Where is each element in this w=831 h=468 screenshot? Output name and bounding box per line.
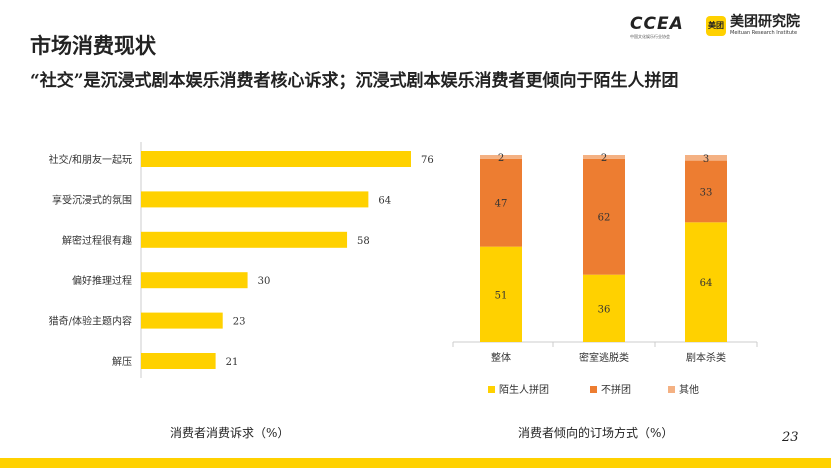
stack-2-1 — [685, 160, 727, 223]
meituan-logo: 美团 美团研究院 Meituan Research Institute — [706, 15, 800, 36]
data-label: 76 — [421, 155, 434, 166]
legend-label: 陌生人拼团 — [499, 383, 549, 396]
category-label: 享受沉浸式的氛围 — [52, 193, 132, 206]
page-number: 23 — [782, 430, 799, 445]
legend-swatch-1 — [590, 386, 597, 393]
footer-strip — [0, 458, 831, 468]
data-label: 2 — [601, 153, 607, 164]
bar-3 — [141, 272, 248, 289]
ccea-logo-sub: 中国文化娱乐行业协会 — [630, 34, 670, 39]
category-label: 猎奇/体验主题内容 — [49, 315, 132, 328]
stack-0-0 — [480, 246, 522, 342]
data-label: 33 — [700, 187, 713, 198]
meituan-name: 美团研究院 — [730, 14, 800, 30]
category-label: 整体 — [491, 351, 511, 364]
bar-2 — [141, 231, 348, 248]
data-label: 62 — [598, 213, 611, 224]
stack-2-0 — [685, 222, 727, 342]
category-label: 偏好推理过程 — [72, 274, 132, 287]
left-chart-title: 消费者消费诉求（%） — [170, 426, 290, 440]
stack-1-0 — [583, 274, 625, 342]
data-label: 64 — [700, 278, 713, 289]
stack-0-2 — [480, 155, 522, 159]
data-label: 23 — [233, 317, 246, 328]
bar-5 — [141, 353, 216, 369]
category-label: 解压 — [112, 355, 132, 368]
data-label: 30 — [258, 276, 271, 287]
category-label: 解密过程很有趣 — [62, 234, 132, 247]
data-label: 3 — [703, 154, 709, 165]
category-label: 社交/和朋友一起玩 — [49, 153, 132, 166]
category-label: 密室逃脱类 — [579, 351, 629, 364]
data-label: 58 — [357, 236, 370, 247]
bar-0 — [141, 151, 411, 167]
stack-1-2 — [583, 155, 625, 159]
stack-0-1 — [480, 158, 522, 247]
legend-swatch-2 — [668, 386, 675, 393]
meituan-mark: 美团 — [706, 15, 726, 36]
page-title: 市场消费现状 — [30, 34, 156, 58]
data-label: 36 — [598, 304, 611, 315]
legend-swatch-0 — [488, 386, 495, 393]
page-subtitle: “社交”是沉浸式剧本娱乐消费者核心诉求；沉浸式剧本娱乐消费者更倾向于陌生人拼团 — [30, 71, 679, 91]
bar-4 — [141, 312, 223, 329]
ccea-logo-text: CCEA — [630, 14, 684, 34]
stack-1-1 — [583, 158, 625, 275]
legend-label: 其他 — [679, 383, 699, 396]
ccea-logo: CCEA 中国文化娱乐行业协会 — [630, 14, 690, 44]
data-label: 51 — [495, 290, 508, 301]
data-label: 64 — [378, 195, 391, 206]
bar-1 — [141, 191, 369, 208]
meituan-en: Meituan Research Institute — [730, 30, 798, 36]
category-label: 剧本杀类 — [686, 351, 726, 364]
data-label: 2 — [498, 153, 504, 164]
legend-label: 不拼团 — [601, 383, 631, 396]
data-label: 21 — [226, 357, 239, 368]
right-chart-title: 消费者倾向的订场方式（%） — [518, 426, 674, 440]
data-label: 47 — [495, 199, 508, 210]
stack-2-2 — [685, 155, 727, 161]
